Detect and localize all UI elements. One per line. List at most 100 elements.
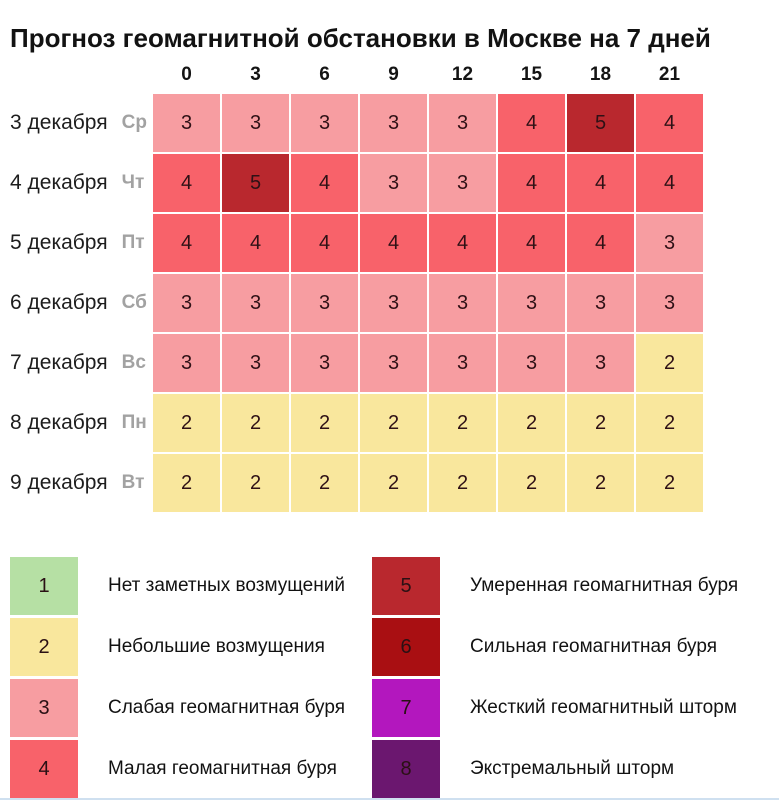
heatmap-row: 6 декабря Сб 3 3 3 3 3 3 3 3 <box>0 274 703 332</box>
legend-item: 1 Нет заметных возмущений <box>10 557 345 615</box>
heatmap-cell: 2 <box>222 394 289 452</box>
heatmap-cell: 3 <box>636 274 703 332</box>
heatmap-cell: 4 <box>360 214 427 272</box>
heatmap-cell: 2 <box>567 394 634 452</box>
row-label: 3 декабря Ср <box>0 94 151 152</box>
heatmap-cell: 3 <box>429 154 496 212</box>
heatmap-cell: 3 <box>222 334 289 392</box>
heatmap-cell: 3 <box>360 334 427 392</box>
row-label: 8 декабря Пн <box>0 394 151 452</box>
column-header-15: 15 <box>520 64 543 85</box>
legend-item: 5 Умеренная геомагнитная буря <box>372 557 738 615</box>
row-weekday: Пн <box>121 412 147 433</box>
legend-swatch-3: 3 <box>10 679 78 737</box>
column-header-21: 21 <box>658 64 681 85</box>
legend-left-column: 1 Нет заметных возмущений 2 Небольшие возму… <box>10 557 345 801</box>
legend-swatch-8: 8 <box>372 740 440 798</box>
heatmap-cell: 4 <box>498 154 565 212</box>
legend-item: 8 Экстремальный шторм <box>372 740 738 798</box>
heatmap-cell: 4 <box>429 214 496 272</box>
heatmap-row: 9 декабря Вт 2 2 2 2 2 2 2 2 <box>0 454 703 512</box>
heatmap-cell: 4 <box>498 214 565 272</box>
legend-swatch-2: 2 <box>10 618 78 676</box>
heatmap-cell: 5 <box>222 154 289 212</box>
legend-item: 7 Жесткий геомагнитный шторм <box>372 679 738 737</box>
heatmap-cell: 4 <box>567 154 634 212</box>
column-header-9: 9 <box>388 64 399 85</box>
column-header-0: 0 <box>181 64 192 85</box>
row-weekday: Сб <box>121 292 147 313</box>
legend-swatch-6: 6 <box>372 618 440 676</box>
heatmap-cell: 2 <box>222 454 289 512</box>
heatmap-header-row: 0 3 6 9 12 15 18 21 <box>0 54 703 91</box>
bottom-divider <box>0 798 779 800</box>
row-weekday: Ср <box>121 112 147 133</box>
heatmap-cell: 3 <box>360 94 427 152</box>
row-weekday: Пт <box>121 232 145 253</box>
row-date: 9 декабря <box>10 471 108 494</box>
heatmap-cell: 2 <box>153 454 220 512</box>
heatmap-cell: 3 <box>567 334 634 392</box>
heatmap-cell: 3 <box>498 334 565 392</box>
legend-right-column: 5 Умеренная геомагнитная буря 6 Сильная гео… <box>372 557 738 801</box>
heatmap-cell: 2 <box>360 394 427 452</box>
heatmap-cell: 4 <box>567 214 634 272</box>
row-label: 5 декабря Пт <box>0 214 151 272</box>
heatmap-cell: 4 <box>153 154 220 212</box>
heatmap-cell: 2 <box>360 454 427 512</box>
heatmap-cell: 2 <box>153 394 220 452</box>
legend-label: Небольшие возмущения <box>108 636 325 657</box>
legend-label: Слабая геомагнитная буря <box>108 697 345 718</box>
legend-swatch-4: 4 <box>10 740 78 798</box>
geomagnetic-heatmap: 0 3 6 9 12 15 18 21 3 декабря Ср 3 3 3 3 3 4 5 4 4 декабря… <box>0 54 703 514</box>
row-date: 7 декабря <box>10 351 108 374</box>
heatmap-cell: 2 <box>498 394 565 452</box>
heatmap-cell: 4 <box>153 214 220 272</box>
heatmap-cell: 3 <box>153 334 220 392</box>
legend-swatch-7: 7 <box>372 679 440 737</box>
heatmap-cell: 3 <box>153 94 220 152</box>
heatmap-cell: 3 <box>222 274 289 332</box>
row-date: 8 декабря <box>10 411 108 434</box>
column-header-6: 6 <box>319 64 330 85</box>
heatmap-cell: 2 <box>498 454 565 512</box>
row-label: 4 декабря Чт <box>0 154 151 212</box>
heatmap-cell: 2 <box>429 394 496 452</box>
heatmap-cell: 2 <box>429 454 496 512</box>
page-title: Прогноз геомагнитной обстановки в Москве… <box>10 23 711 54</box>
row-weekday: Чт <box>121 172 145 193</box>
heatmap-cell: 4 <box>636 94 703 152</box>
heatmap-cell: 2 <box>291 454 358 512</box>
heatmap-cell: 3 <box>360 154 427 212</box>
heatmap-row: 4 декабря Чт 4 5 4 3 3 4 4 4 <box>0 154 703 212</box>
legend-swatch-1: 1 <box>10 557 78 615</box>
legend-item: 2 Небольшие возмущения <box>10 618 345 676</box>
heatmap-cell: 3 <box>222 94 289 152</box>
heatmap-cell: 4 <box>291 154 358 212</box>
legend-swatch-5: 5 <box>372 557 440 615</box>
legend-label: Малая геомагнитная буря <box>108 758 337 779</box>
heatmap-cell: 3 <box>291 274 358 332</box>
legend-label: Жесткий геомагнитный шторм <box>470 697 737 718</box>
heatmap-cell: 2 <box>291 394 358 452</box>
column-header-12: 12 <box>451 64 474 85</box>
heatmap-cell: 4 <box>636 154 703 212</box>
heatmap-cell: 3 <box>153 274 220 332</box>
heatmap-cell: 3 <box>429 274 496 332</box>
heatmap-cell: 3 <box>429 334 496 392</box>
header-spacer <box>0 54 151 86</box>
heatmap-cell: 4 <box>291 214 358 272</box>
heatmap-row: 3 декабря Ср 3 3 3 3 3 4 5 4 <box>0 94 703 152</box>
heatmap-cell: 3 <box>291 94 358 152</box>
heatmap-row: 8 декабря Пн 2 2 2 2 2 2 2 2 <box>0 394 703 452</box>
column-header-3: 3 <box>250 64 261 85</box>
legend-label: Сильная геомагнитная буря <box>470 636 717 657</box>
heatmap-cell: 3 <box>636 214 703 272</box>
legend-label: Умеренная геомагнитная буря <box>470 575 739 596</box>
heatmap-row: 7 декабря Вс 3 3 3 3 3 3 3 2 <box>0 334 703 392</box>
heatmap-cell: 2 <box>636 454 703 512</box>
row-label: 7 декабря Вс <box>0 334 151 392</box>
legend-item: 4 Малая геомагнитная буря <box>10 740 345 798</box>
row-date: 4 декабря <box>10 171 108 194</box>
